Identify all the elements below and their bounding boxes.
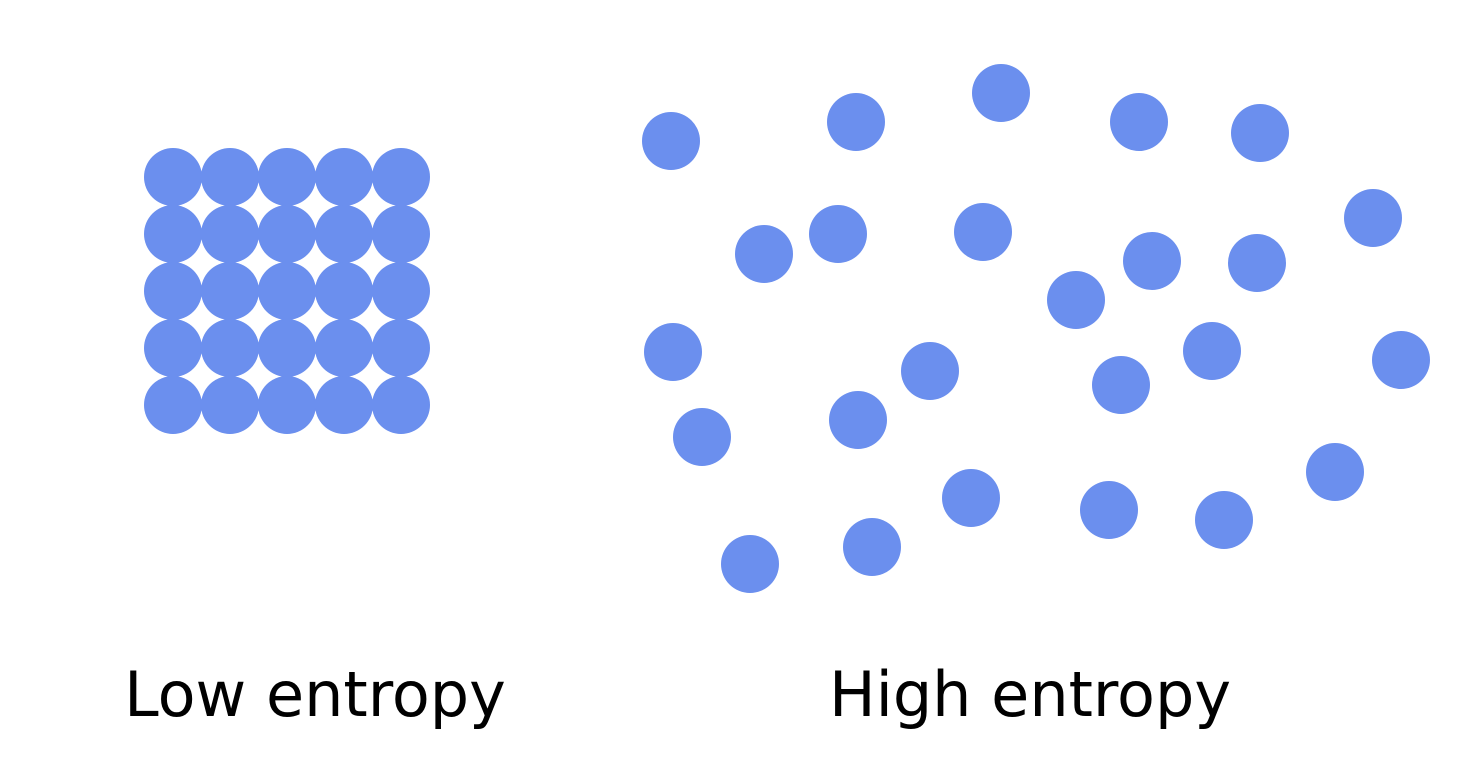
high-entropy-particle bbox=[829, 391, 887, 449]
low-entropy-particle bbox=[144, 262, 202, 320]
low-entropy-particle bbox=[201, 319, 259, 377]
low-entropy-particle bbox=[258, 262, 316, 320]
high-entropy-particle bbox=[901, 342, 959, 400]
high-entropy-particle bbox=[809, 205, 867, 263]
low-entropy-particle bbox=[201, 148, 259, 206]
low-entropy-particle bbox=[315, 376, 373, 434]
high-entropy-particle bbox=[642, 112, 700, 170]
high-entropy-particle bbox=[1047, 271, 1105, 329]
low-entropy-particle bbox=[315, 205, 373, 263]
low-entropy-particle bbox=[258, 148, 316, 206]
high-entropy-particle bbox=[1228, 234, 1286, 292]
low-entropy-particle bbox=[315, 262, 373, 320]
low-entropy-particle bbox=[144, 376, 202, 434]
high-entropy-particles bbox=[642, 64, 1430, 593]
high-entropy-particle bbox=[1372, 331, 1430, 389]
low-entropy-particle bbox=[372, 376, 430, 434]
high-entropy-particle bbox=[827, 93, 885, 151]
low-entropy-particle bbox=[372, 319, 430, 377]
high-entropy-particle bbox=[721, 535, 779, 593]
high-entropy-particle bbox=[1123, 232, 1181, 290]
low-entropy-particle bbox=[315, 319, 373, 377]
high-entropy-caption: High entropy bbox=[828, 658, 1232, 731]
low-entropy-particle bbox=[372, 262, 430, 320]
high-entropy-particle bbox=[1092, 356, 1150, 414]
high-entropy-particle bbox=[1110, 93, 1168, 151]
high-entropy-particle bbox=[1231, 104, 1289, 162]
high-entropy-particle bbox=[1183, 322, 1241, 380]
high-entropy-particle bbox=[954, 203, 1012, 261]
high-entropy-particle bbox=[673, 408, 731, 466]
high-entropy-particle bbox=[644, 323, 702, 381]
high-entropy-particle bbox=[1195, 491, 1253, 549]
low-entropy-particle bbox=[144, 148, 202, 206]
low-entropy-particle bbox=[201, 205, 259, 263]
high-entropy-particle bbox=[1344, 189, 1402, 247]
high-entropy-particle bbox=[942, 469, 1000, 527]
high-entropy-particle bbox=[972, 64, 1030, 122]
low-entropy-particles bbox=[144, 148, 430, 434]
high-entropy-particle bbox=[1080, 481, 1138, 539]
low-entropy-particle bbox=[372, 205, 430, 263]
low-entropy-particle bbox=[258, 205, 316, 263]
low-entropy-particle bbox=[201, 376, 259, 434]
low-entropy-particle bbox=[258, 376, 316, 434]
low-entropy-caption: Low entropy bbox=[124, 658, 506, 731]
low-entropy-particle bbox=[144, 205, 202, 263]
low-entropy-particle bbox=[144, 319, 202, 377]
low-entropy-particle bbox=[315, 148, 373, 206]
low-entropy-particle bbox=[201, 262, 259, 320]
low-entropy-particle bbox=[372, 148, 430, 206]
high-entropy-particle bbox=[735, 225, 793, 283]
high-entropy-particle bbox=[843, 518, 901, 576]
high-entropy-particle bbox=[1306, 443, 1364, 501]
low-entropy-particle bbox=[258, 319, 316, 377]
